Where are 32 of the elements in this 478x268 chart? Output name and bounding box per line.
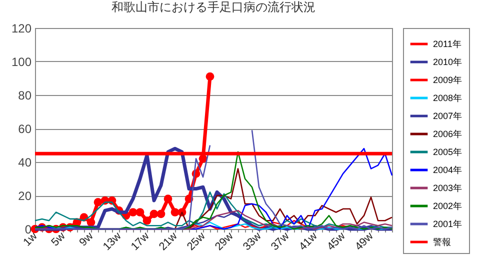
y-tick-label: 60 — [18, 122, 32, 136]
legend-label: 2008年 — [433, 93, 462, 103]
x-tick-label: 17w — [128, 230, 152, 254]
x-tick-label: 21w — [156, 230, 180, 254]
legend-label: 2011年 — [433, 39, 462, 49]
legend-label: 2001年 — [433, 219, 462, 229]
legend-label: 2005年 — [433, 147, 462, 157]
legend-label: 2002年 — [433, 201, 462, 211]
y-tick-label: 80 — [18, 88, 32, 102]
x-tick-label: 49w — [352, 230, 376, 254]
legend-label: 2006年 — [433, 129, 462, 139]
x-tick-label: 29w — [212, 230, 236, 254]
y-tick-label: 100 — [11, 55, 32, 69]
x-tick-label: 5w — [49, 230, 68, 249]
x-tick-label: 41w — [296, 230, 320, 254]
legend-label: 2004年 — [433, 165, 462, 175]
x-tick-label: 33w — [240, 230, 264, 254]
y-tick-label: 20 — [18, 189, 32, 203]
legend-label: 2007年 — [433, 111, 462, 121]
legend-label: 2003年 — [433, 183, 462, 193]
y-tick-label: 40 — [18, 156, 32, 170]
legend-label: 2009年 — [433, 75, 462, 85]
x-tick-label: 37w — [268, 230, 292, 254]
x-tick-label: 9w — [77, 230, 96, 249]
x-tick-label: 45w — [324, 230, 348, 254]
legend-label: 警報 — [433, 237, 451, 247]
chart-title: 和歌山市における手足口病の流行状況 — [112, 0, 316, 14]
x-tick-label: 25w — [184, 230, 208, 254]
y-tick-label: 0 — [24, 222, 32, 236]
legend-label: 2010年 — [433, 57, 462, 67]
x-tick-label: 13w — [100, 230, 124, 254]
y-tick-label: 120 — [11, 22, 32, 36]
